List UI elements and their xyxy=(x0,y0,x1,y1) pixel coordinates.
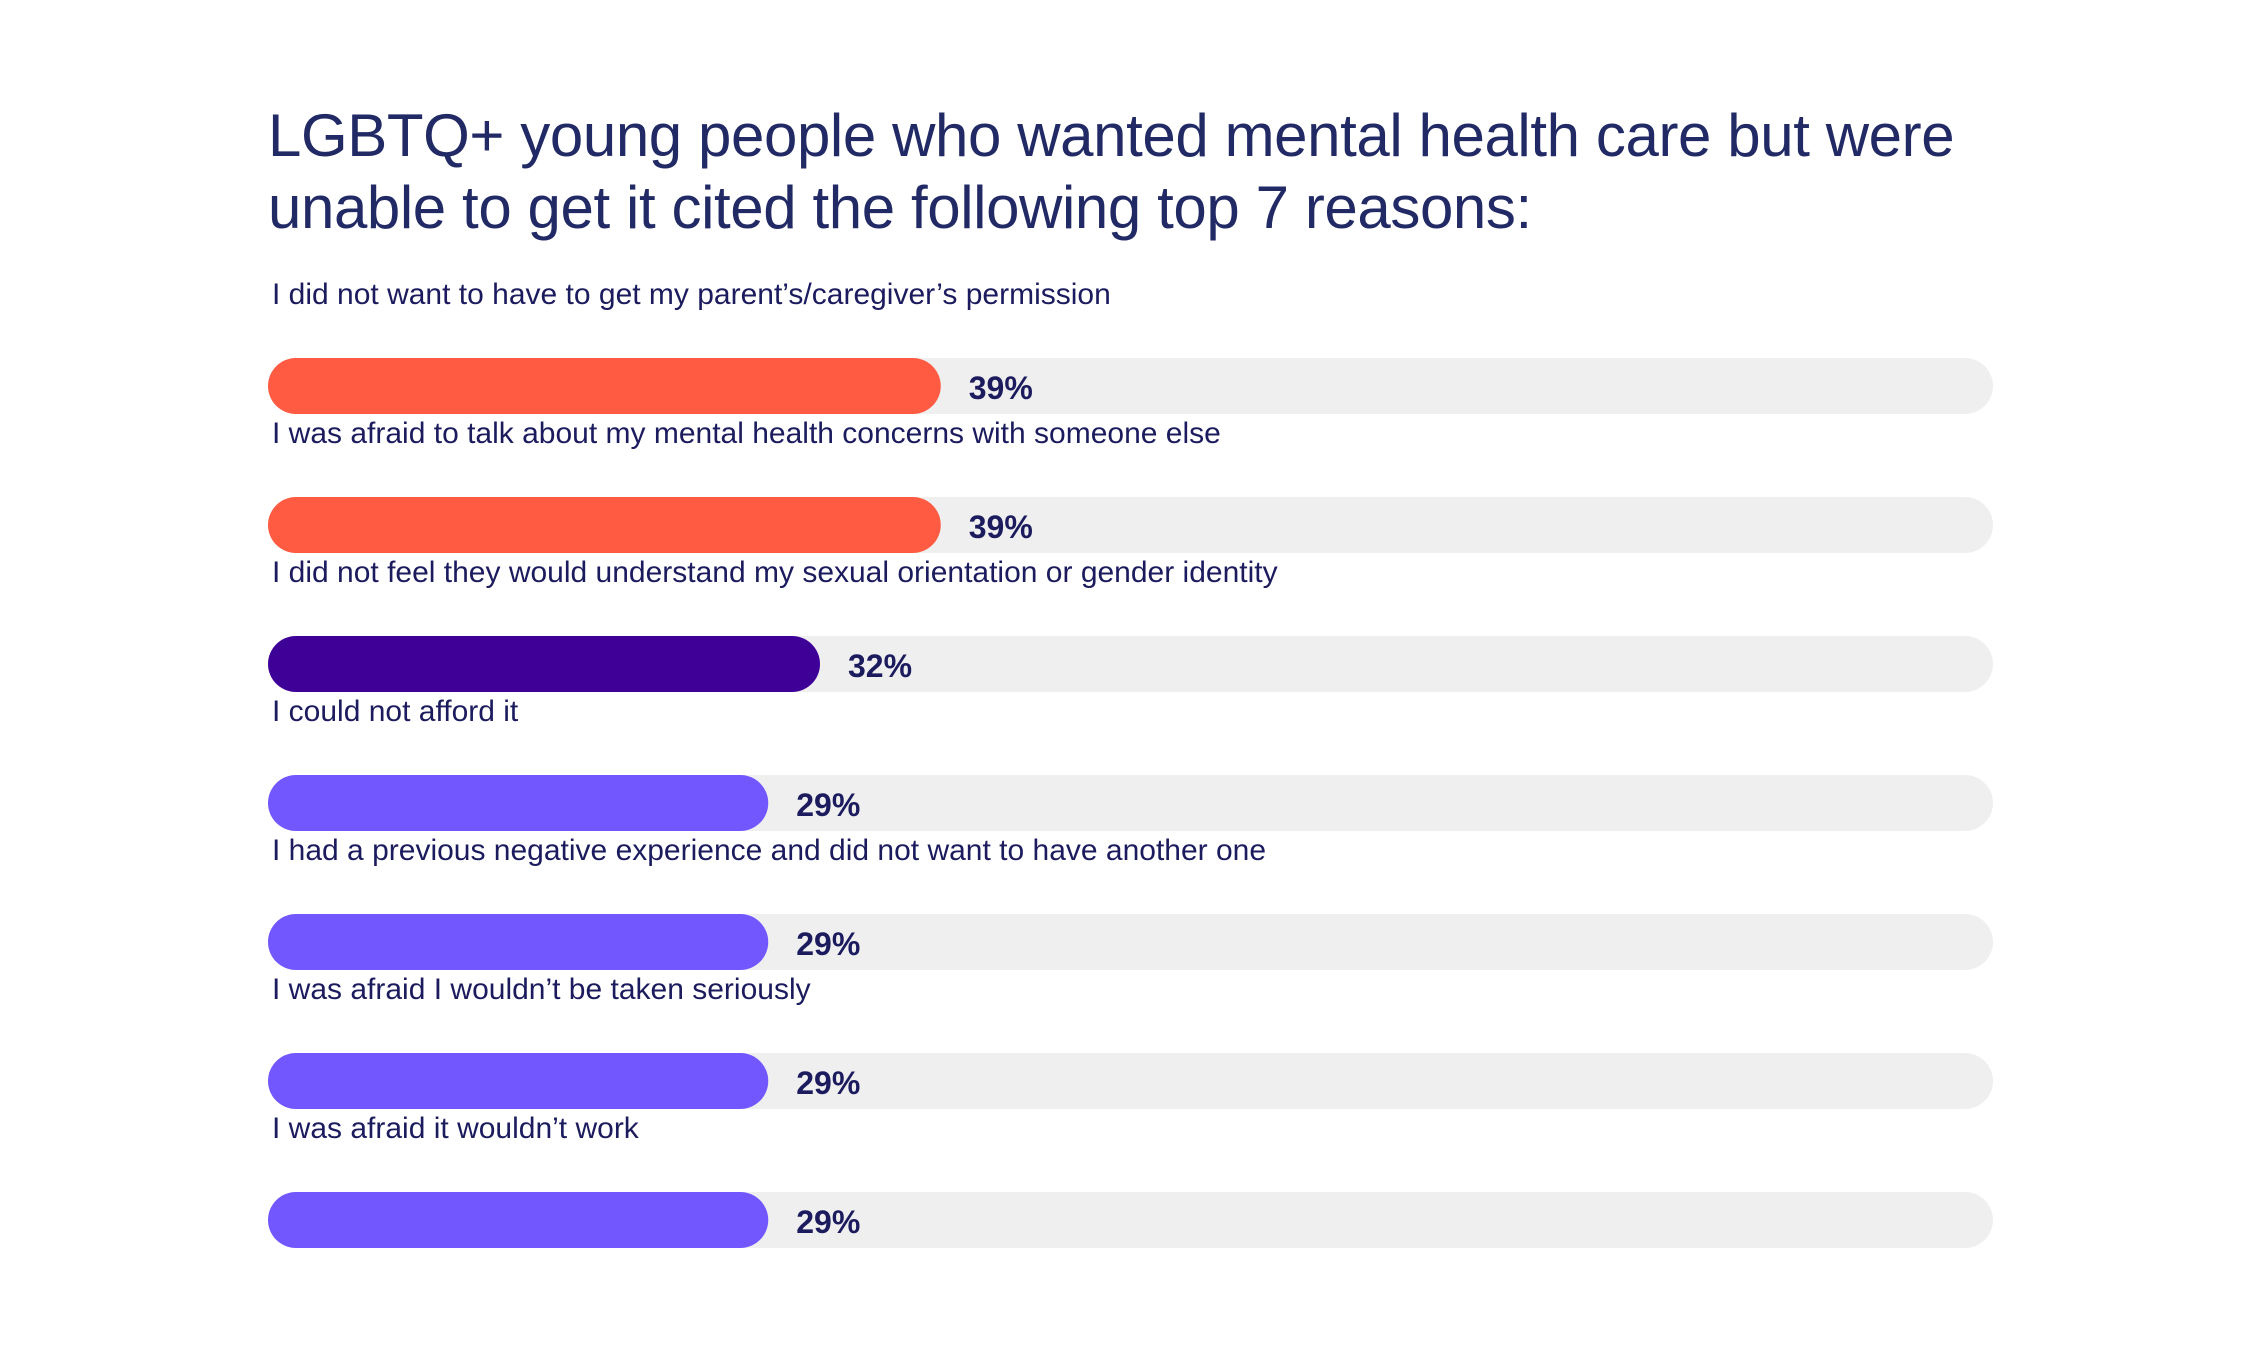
value-label: 29% xyxy=(796,787,860,823)
bar-row: I could not afford it 29% xyxy=(268,695,1993,831)
chart-title-line-2: unable to get it cited the following top… xyxy=(268,174,1532,241)
bar-row: I was afraid I wouldn’t be taken serious… xyxy=(268,973,1993,1109)
category-label: I did not want to have to get my parent’… xyxy=(272,278,1111,311)
category-label: I was afraid to talk about my mental hea… xyxy=(272,417,1221,450)
bar xyxy=(268,775,769,831)
value-label: 29% xyxy=(796,1065,860,1101)
value-label: 32% xyxy=(848,648,912,684)
category-label: I was afraid it wouldn’t work xyxy=(272,1112,640,1145)
category-label: I had a previous negative experience and… xyxy=(272,834,1266,867)
category-label: I could not afford it xyxy=(272,695,519,728)
bar-row: I was afraid it wouldn’t work 29% xyxy=(268,1112,1993,1248)
bar-row: I was afraid to talk about my mental hea… xyxy=(268,417,1993,553)
category-label: I was afraid I wouldn’t be taken serious… xyxy=(272,973,811,1006)
value-label: 29% xyxy=(796,926,860,962)
bar xyxy=(268,497,941,553)
chart-title: LGBTQ+ young people who wanted mental he… xyxy=(268,100,2028,244)
bar-row: I did not want to have to get my parent’… xyxy=(268,278,1993,414)
chart-title-line-1: LGBTQ+ young people who wanted mental he… xyxy=(268,102,1955,169)
bar xyxy=(268,636,820,692)
bar xyxy=(268,358,941,414)
bar-row: I did not feel they would understand my … xyxy=(268,556,1993,692)
value-label: 39% xyxy=(969,509,1033,545)
bar xyxy=(268,914,769,970)
category-label: I did not feel they would understand my … xyxy=(272,556,1278,589)
value-label: 29% xyxy=(796,1204,860,1240)
bar-row: I had a previous negative experience and… xyxy=(268,834,1993,970)
value-label: 39% xyxy=(969,370,1033,406)
bar xyxy=(268,1192,769,1248)
bar xyxy=(268,1053,769,1109)
